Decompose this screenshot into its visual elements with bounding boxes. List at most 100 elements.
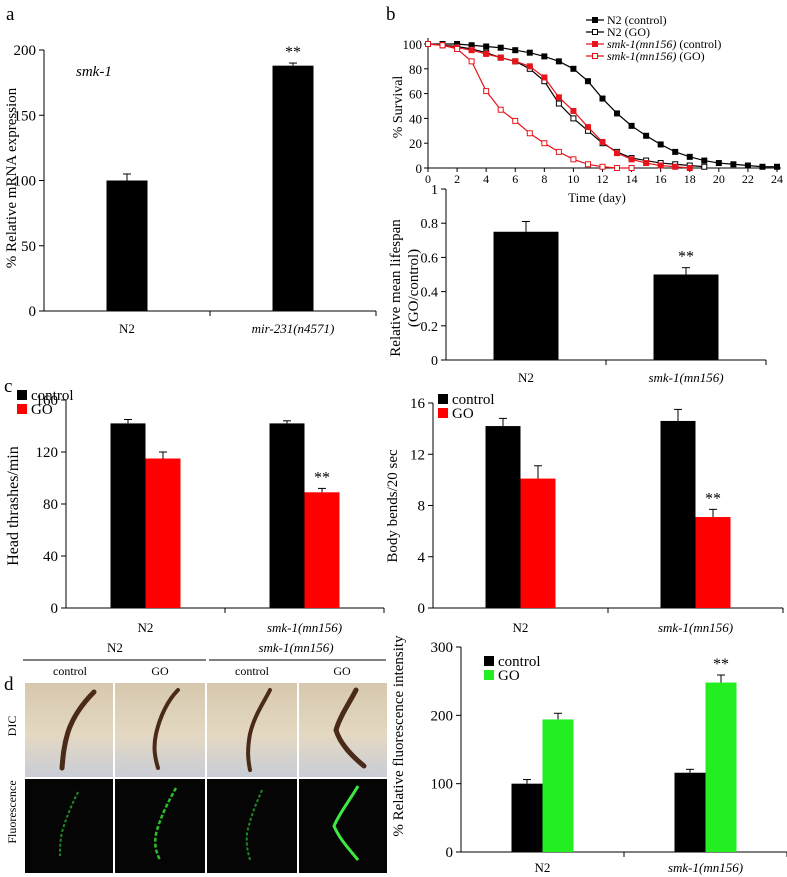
legend-label-italic: smk-1(mn156) [607,49,676,63]
legend-label: GO [31,402,53,418]
series-point-2 [686,165,693,171]
y-tick-label: 60 [409,87,422,102]
series-point-1 [701,163,708,170]
series-point-3 [599,163,606,170]
fluorescent-worm [332,785,360,861]
bar-control-1 [674,772,706,852]
legend-marker [592,41,598,47]
bar-values-0 [106,180,148,311]
survival-legend: N2 (control)N2 (GO)smk-1(mn156) (control… [586,13,721,63]
micrograph-group-n2: N2 [107,640,123,655]
y-tick-label: 50 [21,239,36,255]
bar-GO-1 [304,492,340,608]
micrograph-row-fluorescence: Fluorescence [5,780,19,843]
fluorescent-worm [153,787,178,861]
bar-GO-1 [705,682,737,852]
x-tick-label: 4 [483,172,489,186]
series-point-0 [628,122,635,129]
legend-swatch [438,394,448,404]
x-tick-label: 0 [425,172,431,186]
series-point-0 [497,44,504,51]
series-point-2 [643,160,650,167]
y-tick-label: 8 [418,499,426,515]
series-point-3 [439,42,446,49]
y-tick-label: 0 [416,161,423,176]
x-tick-label: 18 [684,172,696,186]
series-point-2 [526,63,533,70]
series-point-2 [541,74,548,81]
panel-d: d N2 smk-1(mn156) control GO control GO … [4,635,787,875]
category-label: mir-231(n4571) [252,321,335,336]
legend-swatch [484,656,494,666]
series-line-0 [428,43,777,168]
series-point-2 [483,50,490,57]
y-tick-label: 1 [431,183,438,198]
panel-d-letter: d [4,674,14,695]
series-point-0 [541,53,548,60]
series-point-3 [628,165,635,171]
survival-ylabel: % Survival [391,76,406,139]
series-point-1 [570,115,577,122]
series-point-0 [715,160,722,167]
bar-control-0 [485,426,521,608]
series-point-0 [555,58,562,65]
series-point-2 [468,47,475,54]
significance-label: ** [713,656,729,673]
legend-marker [592,29,598,35]
y-tick-label: 16 [410,396,426,412]
micrograph-dic-n2-go [115,683,205,777]
fluorescent-worm [59,791,79,857]
bar-GO-0 [145,458,181,608]
x-tick-label: 14 [626,172,638,186]
worm-shape [333,687,367,769]
x-tick-label: 22 [742,172,754,186]
y-tick-label: 300 [431,640,454,656]
legend-label-plain: (control) [676,37,721,51]
series-point-0 [570,65,577,72]
legend-label: GO [452,406,474,422]
y-tick-label: 4 [418,550,426,566]
micrograph-row-dic: DIC [5,716,19,737]
worm-shape [152,688,180,770]
series-point-0 [744,162,751,169]
series-point-1 [555,100,562,107]
bends-ylabel: Body bends/20 sec [385,449,401,563]
survival-xlabel: Time (day) [568,190,626,205]
category-label: N2 [513,620,529,635]
legend-swatch [484,670,494,680]
x-tick-label: 10 [567,172,579,186]
bar-control-0 [110,423,146,608]
micrograph-group-smk1: smk-1(mn156) [258,640,333,655]
y-tick-label: 40 [409,111,422,126]
series-point-0 [599,95,606,102]
y-tick-label: 80 [409,62,422,77]
series-point-2 [555,94,562,101]
series-point-2 [614,150,621,157]
y-tick-label: 0.6 [421,251,439,266]
category-label: smk-1(mn156) [658,620,733,635]
micrograph-dic-n2-control [25,683,113,777]
y-tick-label: 100 [14,174,37,190]
micrograph-dic-smk1-control [207,683,297,777]
series-point-3 [584,161,591,168]
series-point-2 [512,58,519,65]
x-tick-label: 2 [454,172,460,186]
micrograph-fluor-smk1-control [207,779,297,873]
series-point-0 [759,163,766,170]
legend-label: smk-1(mn156) (control) [607,37,721,51]
category-label: smk-1(mn156) [648,370,723,385]
bar-values-1 [653,274,719,360]
category-label: N2 [518,370,534,385]
series-point-0 [512,47,519,54]
series-point-3 [526,130,533,137]
micrograph-fluor-n2-control [25,779,113,873]
micrograph-col-1: control [53,664,88,678]
bar-GO-0 [542,719,574,852]
series-point-2 [599,138,606,145]
series-point-2 [657,162,664,169]
series-point-2 [628,156,635,163]
series-point-0 [701,157,708,164]
y-tick-label: 0.4 [421,286,439,301]
